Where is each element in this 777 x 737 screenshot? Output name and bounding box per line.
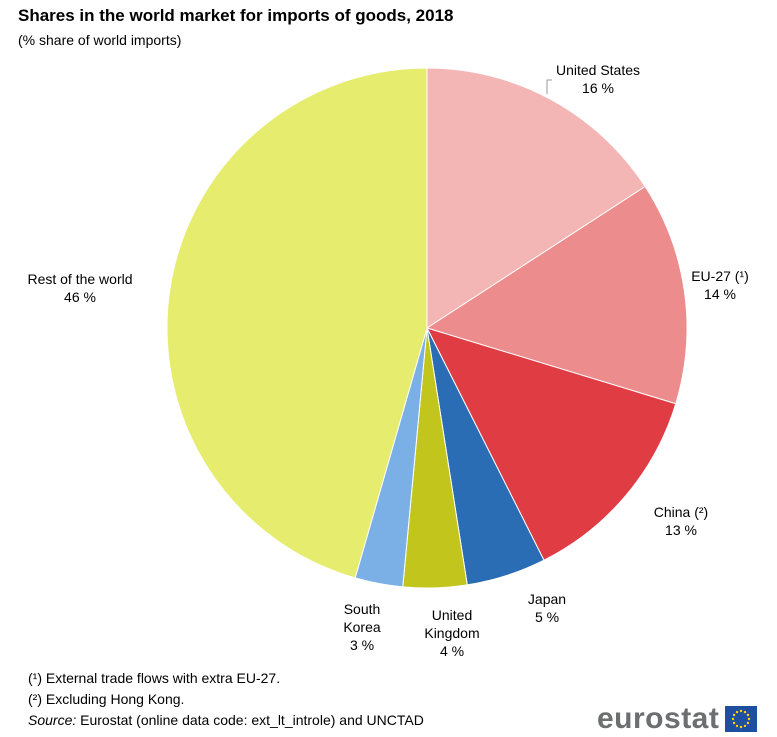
chart-subtitle: (% share of world imports) xyxy=(18,32,182,48)
slice-label: South Korea 3 % xyxy=(343,601,381,653)
pie-slice-china xyxy=(426,327,677,561)
flag-star xyxy=(748,717,751,721)
pie-slice-eu-27 xyxy=(425,185,688,405)
source-prefix: Source: xyxy=(28,712,77,728)
flag-star xyxy=(732,717,735,721)
slice-label: Rest of the world 46 % xyxy=(27,271,132,305)
slice-label: Japan 5 % xyxy=(528,591,566,625)
footnote-1: (¹) External trade flows with extra EU-2… xyxy=(28,670,281,686)
flag-star xyxy=(747,713,750,717)
eu-flag-icon xyxy=(725,706,758,732)
flag-star xyxy=(740,709,743,713)
logo-text: eurostat xyxy=(597,702,720,735)
flag-star xyxy=(744,724,747,728)
flag-star xyxy=(733,721,736,725)
flag-star xyxy=(747,721,750,725)
chart-title: Shares in the world market for imports o… xyxy=(18,6,454,25)
footnote-2: (²) Excluding Hong Kong. xyxy=(28,691,185,707)
flag-star xyxy=(736,710,739,714)
leader-line xyxy=(546,79,552,94)
eurostat-logo: eurostat xyxy=(597,702,758,735)
source-note: Source: Eurostat (online data code: ext_… xyxy=(28,712,424,728)
slice-label: United Kingdom 4 % xyxy=(424,607,479,659)
slice-label: EU-27 (¹) 14 % xyxy=(691,268,749,302)
pie-slice-united-states xyxy=(426,67,646,329)
slice-label: China (²) 13 % xyxy=(654,504,708,538)
slice-label: United States 16 % xyxy=(556,62,640,96)
flag-star xyxy=(733,713,736,717)
flag-star xyxy=(740,725,743,729)
flag-star xyxy=(736,724,739,728)
flag-star xyxy=(744,710,747,714)
pie-slice-rest-of-the-world xyxy=(166,67,428,579)
source-text: Eurostat (online data code: ext_lt_intro… xyxy=(76,712,424,728)
